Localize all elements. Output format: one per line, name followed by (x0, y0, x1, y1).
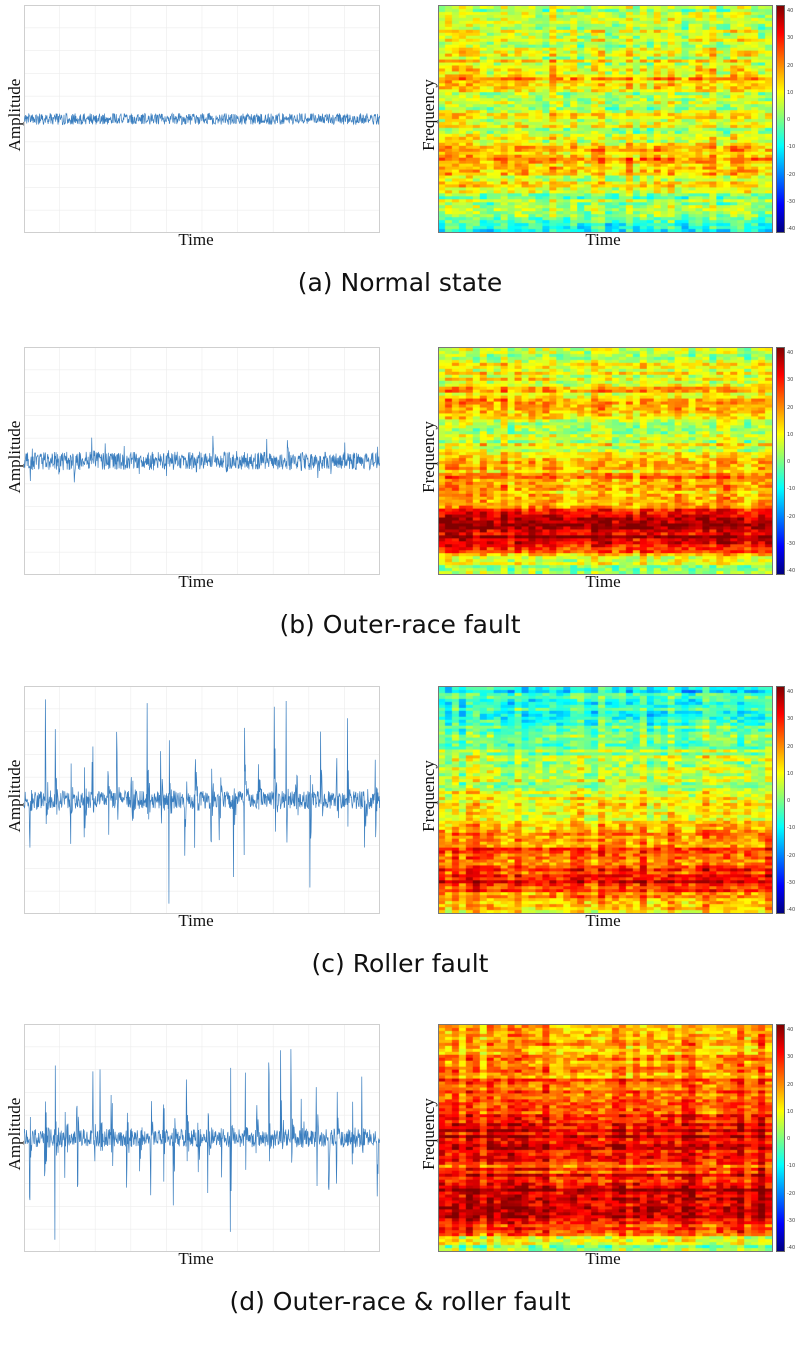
panel-d: Amplitude Time 40 30 20 10 0 -10 -20 -30 -40 Fre… (0, 1019, 800, 1354)
colorbar-ticks-c: 40 30 20 10 0 -10 -20 -30 -40 (787, 686, 800, 914)
time-axis-label-a-wave: Time (178, 230, 214, 249)
colorbar-ticks-a: 40 30 20 10 0 -10 -20 -30 -40 (787, 5, 800, 233)
colorbar-tick-label: 10 (787, 431, 794, 438)
colorbar-tick-label: 30 (787, 377, 794, 384)
colorbar-tick-label: 0 (787, 117, 791, 123)
colorbar-tick-label: 10 (787, 1108, 794, 1115)
colorbar-tick-label: -10 (787, 1163, 796, 1170)
frequency-axis-label-b: Frequency (419, 421, 438, 493)
waveform-plot-a (24, 5, 380, 233)
colorbar-tick-label: 30 (787, 1054, 794, 1061)
plot-frame (24, 1024, 380, 1252)
spectrogram-canvas-b (439, 348, 772, 574)
time-axis-label-d-wave: Time (178, 1249, 214, 1268)
waveform-series (24, 435, 380, 483)
colorbar-tick-label: 0 (787, 1136, 791, 1142)
colorbar-tick-label: 40 (787, 8, 794, 14)
colorbar-ticks-b: 40 30 20 10 0 -10 -20 -30 -40 (787, 347, 800, 575)
waveform-series (24, 1049, 380, 1240)
caption-b: (b) Outer-race fault (279, 610, 521, 639)
colorbar-tick-label: -40 (787, 226, 796, 232)
time-axis-label-b-wave: Time (178, 572, 214, 591)
spectrogram-canvas-a (439, 6, 772, 232)
waveform-series (24, 112, 380, 126)
colorbar-tick-label: 30 (787, 35, 794, 42)
colorbar-tick-label: -40 (787, 568, 796, 574)
colorbar-tick-label: 40 (787, 350, 794, 356)
waveform-plot-c (24, 686, 380, 914)
time-axis-label-b-spec: Time (585, 572, 621, 591)
colorbar-tick-label: -40 (787, 907, 796, 913)
colorbar-tick-label: 20 (787, 1081, 794, 1088)
colorbar-tick-label: -30 (787, 540, 796, 547)
panel-a: Amplitude Time 40 30 20 10 0 -10 -20 -30 -40 Fre… (0, 0, 800, 335)
panel-c: Amplitude Time 40 30 20 10 0 -10 -20 -30 -40 Fre… (0, 681, 800, 1016)
amplitude-axis-label-c: Amplitude (5, 759, 24, 833)
colorbar-tick-label: -20 (787, 171, 796, 178)
waveform-plot-b (24, 347, 380, 575)
caption-d: (d) Outer-race & roller fault (229, 1287, 571, 1316)
colorbar-tick-label: 20 (787, 743, 794, 750)
caption-a: (a) Normal state (297, 268, 503, 297)
colorbar-tick-label: -10 (787, 144, 796, 151)
colorbar-tick-label: 10 (787, 770, 794, 777)
colorbar-tick-label: -40 (787, 1245, 796, 1251)
amplitude-axis-label-a: Amplitude (5, 78, 24, 152)
colorbar-tick-label: -20 (787, 852, 796, 859)
caption-c: (c) Roller fault (311, 949, 489, 978)
colorbar-tick-label: 30 (787, 716, 794, 723)
colorbar-tick-label: 40 (787, 1027, 794, 1033)
colorbar-tick-label: 20 (787, 404, 794, 411)
colorbar-tick-label: -30 (787, 1217, 796, 1224)
spectrogram-canvas-c (439, 687, 772, 913)
plot-frame (24, 347, 380, 575)
colorbar-a (776, 5, 785, 233)
colorbar-c (776, 686, 785, 914)
colorbar-tick-label: -30 (787, 198, 796, 205)
panel-b: Amplitude Time 40 30 20 10 0 -10 -20 -30 -40 Fre… (0, 342, 800, 677)
frequency-axis-label-a: Frequency (419, 79, 438, 151)
colorbar-b (776, 347, 785, 575)
spectrogram-d (438, 1024, 773, 1252)
time-axis-label-a-spec: Time (585, 230, 621, 249)
colorbar-tick-label: -20 (787, 1190, 796, 1197)
colorbar-d (776, 1024, 785, 1252)
spectrogram-c (438, 686, 773, 914)
colorbar-tick-label: -10 (787, 486, 796, 493)
spectrogram-canvas-d (439, 1025, 772, 1251)
spectrogram-a (438, 5, 773, 233)
time-axis-label-c-wave: Time (178, 911, 214, 930)
amplitude-axis-label-d: Amplitude (5, 1097, 24, 1171)
spectrogram-b (438, 347, 773, 575)
waveform-series (24, 699, 380, 904)
time-axis-label-c-spec: Time (585, 911, 621, 930)
frequency-axis-label-d: Frequency (419, 1098, 438, 1170)
time-axis-label-d-spec: Time (585, 1249, 621, 1268)
colorbar-tick-label: 40 (787, 689, 794, 695)
colorbar-ticks-d: 40 30 20 10 0 -10 -20 -30 -40 (787, 1024, 800, 1252)
colorbar-tick-label: -20 (787, 513, 796, 520)
colorbar-tick-label: 0 (787, 798, 791, 804)
colorbar-tick-label: 20 (787, 62, 794, 69)
frequency-axis-label-c: Frequency (419, 760, 438, 832)
waveform-plot-d (24, 1024, 380, 1252)
colorbar-tick-label: 0 (787, 459, 791, 465)
amplitude-axis-label-b: Amplitude (5, 420, 24, 494)
colorbar-tick-label: -30 (787, 879, 796, 886)
colorbar-tick-label: -10 (787, 825, 796, 832)
colorbar-tick-label: 10 (787, 89, 794, 96)
